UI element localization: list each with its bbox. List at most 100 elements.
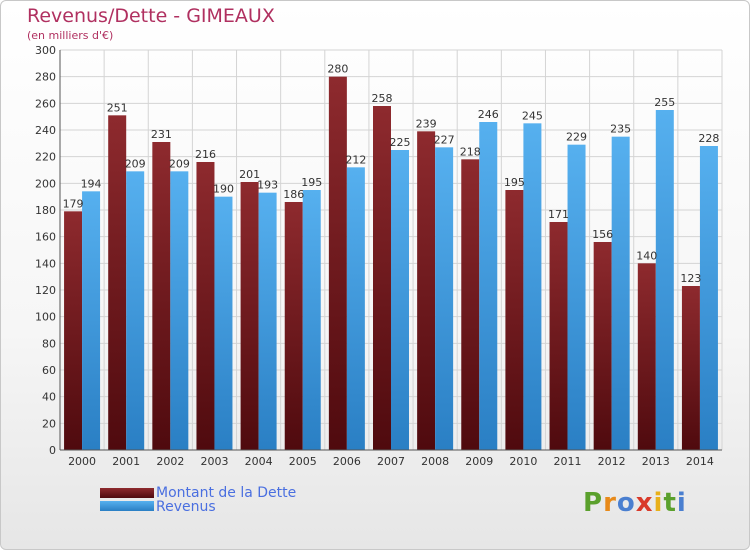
legend-label-debt: Montant de la Dette [156, 485, 297, 501]
value-label-revenus: 190 [213, 183, 234, 196]
value-labels: 1791942512092312092161902011931861952802… [63, 63, 720, 285]
bar-revenus [611, 136, 630, 450]
y-tick-label: 200 [35, 177, 56, 190]
x-tick-label: 2000 [68, 455, 96, 468]
value-label-debt: 251 [107, 101, 128, 114]
bars [64, 76, 718, 451]
bar-revenus [435, 147, 454, 451]
x-tick-label: 2011 [554, 455, 582, 468]
value-label-debt: 239 [416, 117, 437, 130]
bar-debt [284, 202, 303, 450]
value-label-debt: 186 [283, 188, 304, 201]
bar-debt [593, 242, 612, 450]
bar-debt [417, 131, 436, 451]
value-label-revenus: 209 [169, 157, 190, 170]
chart-subtitle: (en milliers d'€) [27, 29, 114, 42]
x-tick-label: 2003 [200, 455, 228, 468]
bar-debt [505, 190, 524, 450]
y-tick-label: 20 [42, 417, 56, 430]
value-label-debt: 179 [63, 197, 84, 210]
x-tick-label: 2006 [333, 455, 361, 468]
bar-revenus [567, 144, 586, 450]
bar-debt [549, 222, 568, 450]
x-tick-label: 2001 [112, 455, 140, 468]
y-tick-label: 120 [35, 284, 56, 297]
x-tick-label: 2007 [377, 455, 405, 468]
y-tick-label: 40 [42, 391, 56, 404]
bar-revenus [126, 171, 145, 451]
bar-revenus [391, 150, 409, 450]
value-label-debt: 218 [460, 145, 481, 158]
value-label-revenus: 212 [345, 153, 366, 166]
bar-revenus [82, 191, 101, 451]
x-tick-label: 2014 [686, 455, 714, 468]
y-tick-label: 80 [42, 337, 56, 350]
value-label-debt: 140 [636, 249, 657, 262]
logo-letter: x [635, 488, 654, 518]
legend-swatch-debt [100, 488, 154, 498]
value-label-revenus: 229 [566, 131, 587, 144]
bar-revenus [699, 146, 718, 450]
bar-debt [373, 106, 391, 450]
value-label-revenus: 193 [257, 179, 278, 192]
y-tick-label: 260 [35, 97, 56, 110]
bar-debt [328, 76, 347, 451]
value-label-revenus: 245 [522, 109, 543, 122]
bar-revenus [258, 192, 277, 450]
axes: 0 20 40 60 80 100 120 140 160 180 200 220 240 260 280 3… [35, 44, 722, 468]
value-label-debt: 280 [327, 63, 348, 76]
value-label-revenus: 255 [654, 96, 675, 109]
y-tick-label: 280 [35, 71, 56, 84]
bar-debt [152, 142, 171, 450]
bar-revenus [655, 110, 674, 450]
y-tick-label: 240 [35, 124, 56, 137]
logo-letter: P [583, 488, 604, 518]
bar-revenus [346, 167, 365, 451]
bar-debt [637, 263, 656, 450]
value-label-debt: 201 [239, 168, 260, 181]
value-label-revenus: 235 [610, 123, 631, 136]
bar-revenus [479, 122, 498, 450]
value-label-revenus: 246 [478, 108, 499, 121]
x-tick-label: 2012 [598, 455, 626, 468]
y-tick-label: 100 [35, 311, 56, 324]
value-label-debt: 123 [680, 272, 701, 285]
bar-revenus [523, 123, 542, 450]
y-tick-label: 160 [35, 231, 56, 244]
bar-revenus [214, 196, 233, 450]
x-tick-label: 2013 [642, 455, 670, 468]
value-label-revenus: 209 [125, 157, 146, 170]
legend-swatches [100, 488, 154, 511]
value-label-debt: 216 [195, 148, 216, 161]
bar-debt [461, 159, 480, 451]
logo-letter: r [603, 488, 617, 518]
x-tick-label: 2002 [156, 455, 184, 468]
value-label-revenus: 228 [698, 132, 719, 145]
y-tick-label: 0 [49, 444, 56, 457]
value-label-debt: 258 [372, 92, 393, 105]
value-label-debt: 171 [548, 208, 569, 221]
logo-letter: i [676, 488, 687, 518]
bar-debt [240, 182, 259, 450]
value-label-debt: 156 [592, 228, 613, 241]
x-tick-label: 2004 [245, 455, 273, 468]
bar-debt [108, 115, 127, 450]
logo-letter: t [663, 488, 677, 518]
y-tick-label: 60 [42, 364, 56, 377]
legend-label-revenus: Revenus [156, 499, 216, 515]
bar-debt [681, 286, 700, 450]
value-label-revenus: 194 [81, 177, 102, 190]
bar-revenus [170, 171, 189, 451]
x-tick-label: 2010 [509, 455, 537, 468]
value-label-revenus: 227 [434, 133, 455, 146]
value-label-revenus: 225 [390, 136, 411, 149]
chart-title: Revenus/Dette - GIMEAUX [27, 5, 275, 27]
logo-letter: i [653, 488, 664, 518]
logo-letter: o [616, 488, 636, 518]
value-label-revenus: 195 [301, 176, 322, 189]
bar-revenus [302, 190, 321, 450]
x-tick-label: 2005 [289, 455, 317, 468]
x-tick-label: 2009 [465, 455, 493, 468]
value-label-debt: 195 [504, 176, 525, 189]
